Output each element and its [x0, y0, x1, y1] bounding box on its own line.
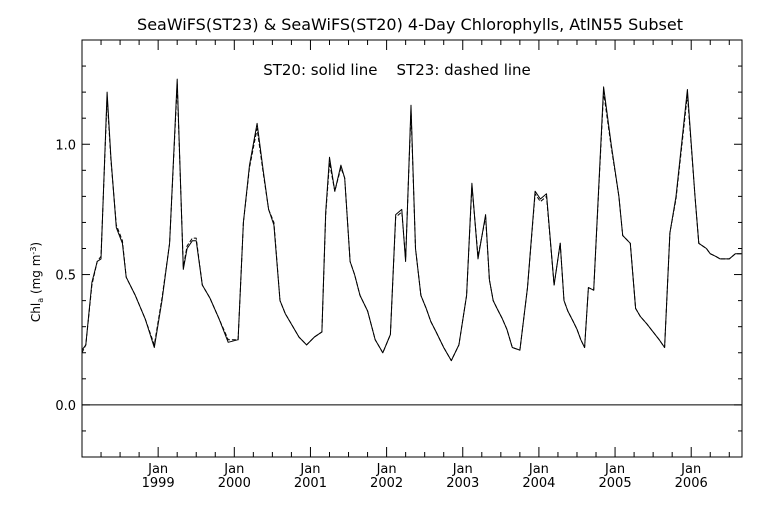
- x-tick-label-year: 2001: [294, 476, 327, 491]
- x-tick-label-year: 2004: [522, 476, 555, 491]
- series-st20-line: [81, 78, 742, 362]
- x-tick-label-month: Jan: [528, 462, 549, 477]
- x-tick-label-year: 2002: [370, 476, 403, 491]
- x-tick-label-year: 2005: [599, 476, 632, 491]
- x-tick-label-month: Jan: [604, 462, 625, 477]
- x-tick-label-year: 1999: [142, 476, 175, 491]
- y-axis-label-main: Chl: [29, 303, 43, 322]
- x-tick-label-year: 2000: [218, 476, 251, 491]
- y-axis-label-unit-close: ): [29, 242, 43, 247]
- x-tick-label-month: Jan: [680, 462, 701, 477]
- plot-frame: [81, 39, 743, 458]
- x-tick-label-month: Jan: [452, 462, 473, 477]
- x-tick-label-year: 2003: [446, 476, 479, 491]
- y-axis-label: Chla (mg m-3): [29, 242, 45, 322]
- y-tick-label: 0.5: [55, 269, 76, 284]
- x-tick-label-year: 2006: [675, 476, 708, 491]
- x-tick-label-month: Jan: [299, 462, 320, 477]
- x-tick-label-month: Jan: [147, 462, 168, 477]
- y-axis-label-exponent: -3: [29, 247, 38, 255]
- x-tick-label-month: Jan: [376, 462, 397, 477]
- svg-text:Chla (mg m-3): Chla (mg m-3): [29, 242, 45, 322]
- y-axis-label-unit: (mg m: [29, 255, 43, 298]
- y-tick-label: 1.0: [55, 138, 76, 153]
- chart-title: SeaWiFS(ST23) & SeaWiFS(ST20) 4-Day Chlo…: [137, 15, 683, 34]
- series-layer: [81, 78, 742, 362]
- chart-annotation: ST20: solid line ST23: dashed line: [263, 61, 531, 79]
- axes: 0.00.51.0Jan1999Jan2000Jan2001Jan2002Jan…: [55, 40, 742, 491]
- y-axis-label-subscript: a: [36, 298, 45, 303]
- y-tick-label: 0.0: [55, 399, 76, 414]
- x-tick-label-month: Jan: [223, 462, 244, 477]
- series-st23-line: [81, 83, 742, 362]
